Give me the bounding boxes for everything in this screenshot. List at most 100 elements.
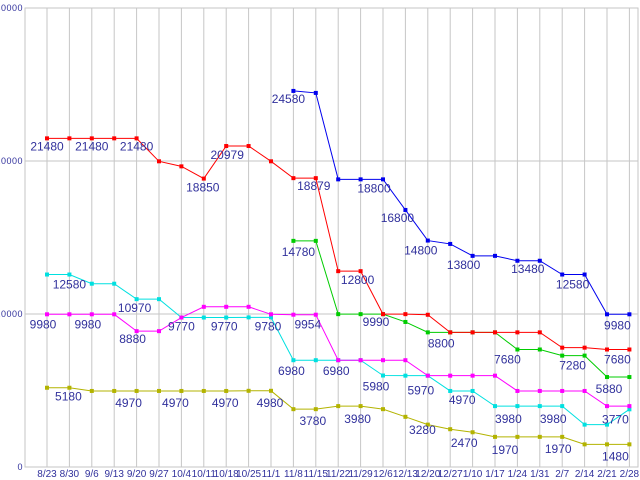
data-point-marker-olive <box>560 434 565 439</box>
x-tick-label: 1/10 <box>463 469 483 480</box>
data-point-label: 9980 <box>74 317 101 331</box>
data-point-marker-blue <box>627 312 632 317</box>
data-point-marker-green <box>403 319 408 324</box>
x-tick-label: 8/30 <box>60 469 80 480</box>
data-point-marker-cyan <box>269 315 273 320</box>
data-point-marker-olive <box>134 388 139 393</box>
x-tick-label: 2/7 <box>555 469 569 480</box>
data-point-marker-blue <box>470 253 475 258</box>
data-point-marker-olive <box>313 407 318 412</box>
data-point-marker-red <box>336 269 341 274</box>
data-point-label: 14780 <box>282 245 316 259</box>
data-point-marker-cyan <box>537 404 542 409</box>
data-point-marker-green <box>605 375 609 380</box>
data-point-label: 13800 <box>447 258 481 272</box>
data-point-marker-olive <box>45 385 49 390</box>
data-point-label: 7280 <box>559 359 586 373</box>
data-point-marker-cyan <box>134 297 139 302</box>
data-point-label: 1970 <box>545 442 572 456</box>
data-point-marker-blue <box>515 258 520 263</box>
x-tick-label: 9/20 <box>127 469 147 480</box>
data-point-marker-red <box>313 176 318 181</box>
data-point-marker-red <box>605 347 609 352</box>
data-point-label: 3780 <box>299 414 326 428</box>
x-tick-label: 12/27 <box>438 469 463 480</box>
data-point-marker-olive <box>358 404 363 409</box>
data-point-marker-magenta <box>134 329 139 334</box>
data-point-marker-red <box>291 176 296 181</box>
data-point-marker-red <box>201 176 206 181</box>
data-point-marker-magenta <box>201 304 206 309</box>
x-tick-label: 11/22 <box>326 469 351 480</box>
data-point-label: 18850 <box>186 181 220 195</box>
data-point-marker-olive <box>515 434 520 439</box>
data-point-marker-blue <box>313 90 318 95</box>
data-point-marker-olive <box>582 442 587 447</box>
x-tick-label: 11/29 <box>348 469 373 480</box>
data-point-marker-cyan <box>448 388 453 393</box>
y-tick-label: 30000 <box>0 3 23 13</box>
data-point-marker-magenta <box>515 388 520 393</box>
data-point-marker-magenta <box>336 358 341 363</box>
data-point-marker-green <box>358 312 363 317</box>
data-point-marker-red <box>224 144 229 149</box>
data-point-label: 21480 <box>30 139 64 153</box>
x-tick-label: 11/8 <box>284 469 303 480</box>
data-point-marker-cyan <box>291 358 296 363</box>
data-point-marker-red <box>246 144 251 149</box>
data-point-marker-cyan <box>224 315 229 320</box>
data-point-label: 6980 <box>323 364 350 378</box>
data-point-marker-green <box>537 347 542 352</box>
data-point-marker-red <box>403 312 408 317</box>
data-point-marker-olive <box>89 388 94 393</box>
data-point-label: 7680 <box>494 352 521 366</box>
x-tick-label: 2/28 <box>620 469 640 480</box>
data-point-marker-red <box>627 347 632 352</box>
data-point-label: 4980 <box>257 396 284 410</box>
data-point-label: 2470 <box>451 436 478 450</box>
x-tick-label: 10/11 <box>192 469 217 480</box>
data-point-label: 12800 <box>341 273 375 287</box>
data-point-marker-cyan <box>627 407 632 412</box>
x-tick-label: 12/13 <box>393 469 418 480</box>
y-tick-label: 20000 <box>0 156 23 166</box>
data-point-marker-cyan <box>470 388 475 393</box>
data-point-marker-magenta <box>605 404 609 409</box>
plot-border <box>24 7 639 468</box>
data-point-marker-cyan <box>515 404 520 409</box>
data-point-label: 24580 <box>272 92 306 106</box>
data-point-marker-blue <box>403 207 408 212</box>
data-point-marker-olive <box>291 407 296 412</box>
x-tick-label: 12/20 <box>415 469 440 480</box>
data-point-marker-blue <box>537 258 542 263</box>
x-tick-label: 2/21 <box>597 469 617 480</box>
data-point-marker-red <box>493 330 497 335</box>
y-tick-label: 0 <box>17 462 23 472</box>
data-point-marker-blue <box>605 312 609 317</box>
x-tick-label: 11/1 <box>262 469 281 480</box>
data-point-marker-magenta <box>582 388 587 393</box>
data-point-label: 9980 <box>604 318 631 332</box>
data-point-label: 9980 <box>30 317 57 331</box>
data-point-marker-olive <box>336 404 341 409</box>
data-point-marker-olive <box>425 422 430 427</box>
data-point-label: 9990 <box>363 315 390 329</box>
y-tick-label: 10000 <box>0 309 23 319</box>
data-point-label: 12580 <box>53 278 87 292</box>
data-point-marker-magenta <box>246 304 251 309</box>
x-tick-label: 10/25 <box>236 469 261 480</box>
data-point-marker-cyan <box>582 422 587 427</box>
data-point-marker-olive <box>605 442 609 447</box>
data-point-marker-blue <box>358 177 363 182</box>
data-point-marker-magenta <box>448 373 453 378</box>
data-point-marker-green <box>336 312 341 317</box>
data-point-marker-red <box>381 312 385 317</box>
data-point-marker-red <box>269 159 273 164</box>
data-point-label: 1970 <box>492 443 519 457</box>
data-point-marker-red <box>179 164 184 169</box>
data-point-marker-olive <box>246 388 251 393</box>
x-tick-label: 9/27 <box>149 469 169 480</box>
data-point-marker-olive <box>224 388 229 393</box>
